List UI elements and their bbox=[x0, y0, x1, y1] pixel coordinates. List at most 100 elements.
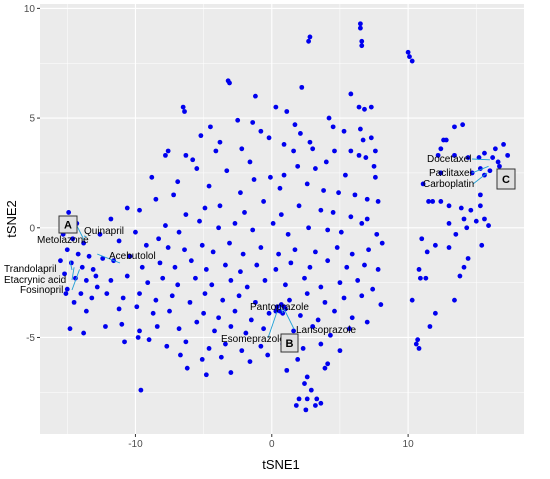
data-point bbox=[364, 319, 370, 325]
data-point bbox=[298, 313, 303, 318]
data-point bbox=[194, 319, 200, 325]
data-point bbox=[298, 131, 303, 136]
data-point bbox=[197, 218, 202, 224]
data-point bbox=[108, 278, 114, 283]
data-point bbox=[482, 216, 487, 222]
data-point bbox=[348, 91, 354, 97]
annotation-label: Etacrynic acid bbox=[4, 275, 66, 286]
annotation-label: Docetaxel bbox=[427, 154, 471, 165]
data-point bbox=[435, 152, 441, 158]
data-point bbox=[178, 352, 183, 358]
data-point bbox=[415, 337, 421, 343]
data-point bbox=[240, 251, 246, 257]
data-point bbox=[492, 146, 498, 152]
data-point bbox=[315, 317, 321, 323]
data-point bbox=[438, 199, 444, 204]
group-box-label: C bbox=[502, 174, 510, 186]
data-point bbox=[261, 199, 266, 204]
data-point bbox=[338, 229, 344, 235]
data-point bbox=[227, 240, 232, 246]
data-point bbox=[223, 262, 228, 268]
y-tick-label: 5 bbox=[29, 114, 35, 125]
data-point bbox=[103, 324, 108, 329]
data-point bbox=[156, 236, 162, 242]
data-point bbox=[258, 245, 264, 250]
data-point bbox=[482, 150, 487, 156]
data-point bbox=[90, 267, 96, 272]
data-point bbox=[427, 324, 433, 329]
data-point bbox=[81, 240, 87, 246]
data-point bbox=[501, 142, 506, 147]
data-point bbox=[423, 275, 429, 281]
data-point bbox=[357, 21, 363, 27]
x-tick-label: 10 bbox=[403, 439, 415, 450]
data-point bbox=[362, 106, 367, 112]
annotation-leader bbox=[83, 235, 87, 237]
data-point bbox=[313, 403, 318, 408]
data-point bbox=[83, 278, 89, 283]
data-point bbox=[183, 339, 189, 345]
data-point bbox=[313, 249, 318, 255]
data-point bbox=[120, 295, 126, 301]
data-point bbox=[473, 218, 479, 224]
data-point bbox=[210, 249, 216, 255]
data-point bbox=[203, 267, 209, 272]
y-tick-label: 0 bbox=[29, 223, 35, 234]
data-point bbox=[188, 258, 194, 264]
data-point bbox=[67, 326, 73, 332]
group-box-b bbox=[280, 333, 299, 353]
data-point bbox=[127, 253, 133, 259]
data-point bbox=[175, 179, 181, 185]
data-point bbox=[232, 308, 238, 314]
data-point bbox=[244, 284, 250, 290]
data-point bbox=[153, 297, 159, 303]
data-point bbox=[426, 199, 431, 204]
data-point bbox=[266, 310, 272, 316]
data-point bbox=[228, 370, 234, 375]
data-point bbox=[438, 170, 444, 176]
data-point bbox=[323, 159, 329, 165]
data-point bbox=[330, 210, 336, 215]
data-point bbox=[304, 291, 310, 296]
data-point bbox=[379, 240, 385, 246]
annotation-leader bbox=[283, 308, 295, 330]
data-point bbox=[86, 253, 92, 259]
data-point bbox=[203, 372, 209, 378]
data-point bbox=[216, 225, 222, 231]
data-point bbox=[432, 310, 438, 316]
data-point bbox=[461, 216, 467, 222]
data-point bbox=[359, 38, 365, 44]
data-point bbox=[292, 247, 298, 253]
data-point bbox=[363, 155, 369, 160]
data-point bbox=[299, 84, 305, 90]
y-axis-title: tSNE2 bbox=[4, 200, 19, 238]
data-point bbox=[213, 148, 219, 154]
data-point bbox=[274, 304, 280, 310]
data-point bbox=[495, 159, 501, 165]
data-point bbox=[100, 256, 106, 261]
data-point bbox=[119, 321, 125, 327]
data-point bbox=[336, 190, 341, 196]
annotation-label: Quinapril bbox=[84, 226, 124, 237]
data-point bbox=[486, 223, 491, 228]
data-point bbox=[251, 177, 257, 182]
data-point bbox=[405, 49, 411, 55]
data-point bbox=[325, 258, 331, 264]
data-point bbox=[476, 155, 482, 160]
data-point bbox=[306, 38, 311, 44]
annotation-leaders bbox=[69, 158, 490, 339]
data-point bbox=[322, 365, 328, 371]
data-point bbox=[432, 242, 438, 248]
annotation-leader bbox=[471, 158, 490, 161]
data-point bbox=[372, 174, 378, 180]
data-point bbox=[307, 139, 313, 145]
data-point bbox=[407, 54, 412, 60]
data-point bbox=[124, 273, 130, 279]
data-point bbox=[424, 249, 430, 255]
annotation-leader bbox=[76, 225, 85, 241]
x-tick-label: 0 bbox=[269, 439, 275, 450]
data-point bbox=[313, 166, 318, 171]
data-point bbox=[165, 148, 171, 154]
data-point bbox=[273, 104, 279, 110]
